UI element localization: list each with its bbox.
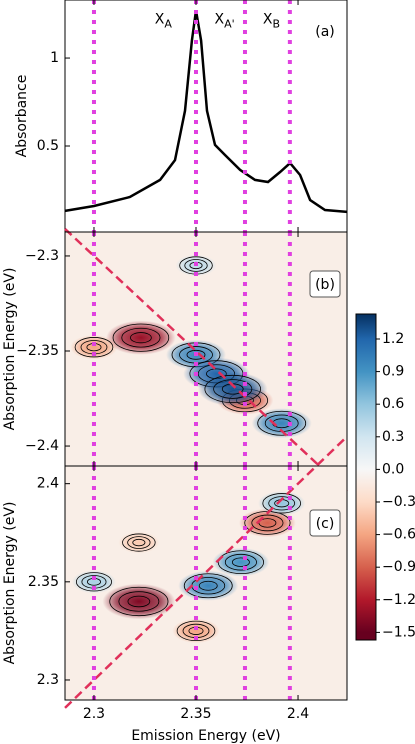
y-axis-label: Absorption Energy (eV) [2,502,18,665]
contour-line [262,493,301,514]
contour-line [251,514,284,532]
colorbar-tick-label: −1.5 [382,624,415,640]
map-peak [212,547,270,577]
panel-label-box [309,509,341,537]
map-peak [172,618,220,644]
colorbar-tick-label: −0.6 [382,527,415,543]
colorbar-tick-label: −0.9 [382,559,415,575]
contour-line [121,327,161,348]
contour-line [130,332,152,344]
map-peak [106,320,176,355]
y-tick-label: −2.4 [25,438,59,454]
map-peak [71,570,116,594]
contour-line [127,536,151,549]
y-tick-label: 2.4 [37,476,59,492]
y-axis-label: Absorbance [14,75,30,158]
contour-line [186,349,206,360]
x-tick-label: 2.3 [83,706,105,722]
map-peak [239,508,296,538]
colorbar-tick-label: 0.6 [382,396,404,412]
colorbar [355,313,377,641]
contour-line [75,572,112,592]
panel-frame [64,0,348,233]
panel-frame [64,465,348,701]
y-tick-label: −2.3 [25,248,59,264]
diagonal [64,435,348,709]
peak-label: XA [155,11,173,30]
panel-label: (b) [315,277,335,293]
y-tick-label: 0.5 [37,138,59,154]
colorbar-tick-label: 0.0 [382,461,404,477]
absorbance-line [64,10,348,214]
map-peak [178,570,239,601]
contour-line [231,557,250,567]
peak-label: XA' [214,11,234,30]
colorbar-tick-label: −1.2 [382,592,415,608]
contour-line [74,337,114,358]
contour-line [213,379,253,399]
contour-line [268,496,296,511]
map-peak [118,531,160,554]
map-peak [102,583,176,620]
contour-line [118,591,160,612]
y-axis-label: Absorption Energy (eV) [2,268,18,431]
contour-line [122,533,156,552]
contour-line [112,323,170,352]
contour-line [224,553,257,571]
map-peak [197,371,268,407]
y-tick-label: 1 [50,50,59,66]
colorbar-tick-label: 0.3 [382,429,404,445]
x-tick-label: 2.4 [287,706,309,722]
y-tick-label: 2.35 [28,574,59,590]
peak-label-sub: A [164,17,172,30]
peak-label-main: X [263,11,273,27]
y-tick-label: 2.3 [37,672,59,688]
map-peak [258,491,306,516]
contour-line [184,259,208,272]
x-tick-label: 2.35 [180,706,211,722]
contour-line [183,573,233,599]
contour-line [198,580,218,591]
colorbar-tick-label: 1.2 [382,331,404,347]
contour-line [109,586,169,617]
x-axis-label: Emission Energy (eV) [131,728,280,744]
peak-label-sub: A' [224,17,235,30]
peak-label: XB [263,11,280,30]
peak-label-main: X [155,11,165,27]
peak-label-sub: B [273,17,281,30]
panel-label: (a) [315,24,335,40]
peak-label-main: X [214,11,224,27]
contour-line [204,374,261,404]
colorbar-tick-label: 0.9 [382,364,404,380]
contour-line [257,410,307,436]
diagonal [64,228,348,493]
y-tick-label: −2.35 [16,343,59,359]
contour-line [127,595,151,608]
colorbar-tick-label: −0.3 [382,494,415,510]
map-peak [70,334,118,360]
panel-label: (c) [316,516,335,532]
contour-line [176,620,216,642]
contour-line [132,538,146,547]
panel-label-box [309,270,341,298]
